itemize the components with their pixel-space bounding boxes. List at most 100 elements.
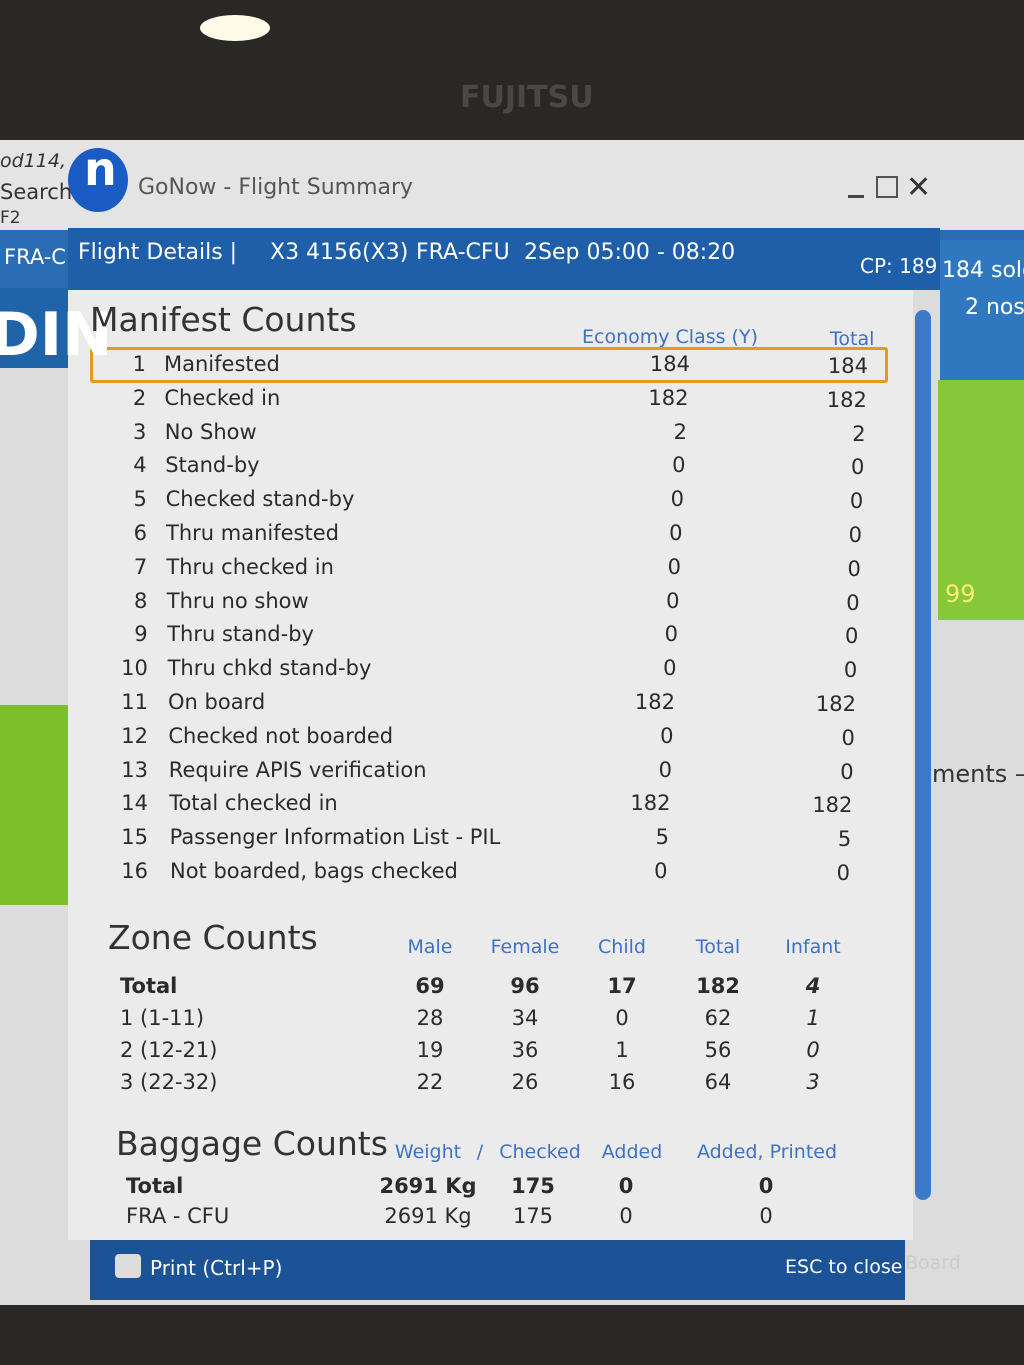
background-text: F2 <box>0 208 21 228</box>
flight-info: FRA-CFU <box>416 240 510 265</box>
economy-count: 0 <box>660 723 674 748</box>
column-header: Added, Printed <box>696 1141 838 1163</box>
flight-info: 2Sep 05:00 - 08:20 <box>524 240 736 265</box>
app-logo-letter: n <box>84 142 117 196</box>
economy-count: 0 <box>664 622 678 647</box>
row-label: Thru chkd stand-by <box>167 656 372 681</box>
economy-count: 0 <box>667 554 681 579</box>
cp-count: CP: 189 <box>860 254 938 278</box>
total-count: 182 <box>812 793 853 818</box>
zone-count: 16 <box>608 1070 636 1094</box>
row-number: 2 <box>132 385 147 410</box>
zone-label: 1 (1-11) <box>120 1006 205 1030</box>
economy-count: 0 <box>654 859 668 883</box>
row-number: 13 <box>121 757 148 782</box>
background-text: Search <box>0 180 73 204</box>
total-count: 0 <box>843 658 858 683</box>
column-header: Total <box>695 936 741 958</box>
total-count: 0 <box>848 523 862 547</box>
economy-count: 0 <box>663 656 677 681</box>
row-label: Stand-by <box>165 453 260 478</box>
economy-count: 0 <box>666 588 680 613</box>
column-header: Checked <box>499 1141 581 1163</box>
baggage-label: FRA - CFU <box>126 1204 230 1228</box>
ceiling-light <box>200 15 270 41</box>
column-header: Female <box>490 936 560 958</box>
zone-count: 56 <box>704 1038 732 1062</box>
background-green <box>0 705 75 905</box>
zone-count: 0 <box>615 1006 629 1030</box>
total-count: 5 <box>837 827 852 852</box>
row-label: Thru stand-by <box>167 622 314 647</box>
economy-count: 2 <box>673 419 687 444</box>
economy-count: 182 <box>634 690 675 714</box>
column-header: Total <box>830 328 875 350</box>
row-label: Passenger Information List - PIL <box>169 825 501 850</box>
row-number: 6 <box>133 521 147 545</box>
baggage-count: 0 <box>759 1204 773 1228</box>
flight-info: X3 4156(X3) <box>270 240 409 265</box>
row-number: 8 <box>134 588 148 613</box>
zone-count: 182 <box>696 974 740 998</box>
background-right-green <box>938 380 1024 620</box>
row-number: 5 <box>133 487 147 512</box>
background-text: FRA-C <box>4 245 66 269</box>
background-text: 184 sold <box>942 258 1024 283</box>
column-header: Economy Class (Y) <box>582 326 758 348</box>
zone-count: 1 <box>806 1006 820 1030</box>
row-label: Checked not boarded <box>168 723 394 748</box>
economy-count: 182 <box>630 791 671 816</box>
background-text: 99 <box>945 580 976 608</box>
minimize-button[interactable] <box>848 195 864 198</box>
zone-count: 34 <box>511 1006 539 1030</box>
row-label: Total checked in <box>169 791 338 816</box>
baggage-count: 0 <box>758 1174 774 1198</box>
zone-count: 62 <box>704 1006 732 1030</box>
zone-count: 28 <box>416 1006 444 1030</box>
total-count: 0 <box>851 455 865 480</box>
baggage-count: 2691 Kg <box>384 1204 472 1228</box>
total-count: 182 <box>826 387 867 412</box>
maximize-button[interactable] <box>876 176 898 198</box>
total-count: 0 <box>849 489 864 514</box>
row-label: Manifested <box>164 352 280 376</box>
zone-count: 17 <box>607 974 637 998</box>
section-title: Zone Counts <box>108 918 318 957</box>
zone-count: 64 <box>704 1070 732 1094</box>
section-title: Baggage Counts <box>116 1124 388 1163</box>
zone-count: 22 <box>416 1070 444 1094</box>
economy-count: 0 <box>658 757 672 782</box>
baggage-label: Total <box>126 1174 184 1198</box>
total-count: 0 <box>836 861 850 885</box>
dialog-panel <box>68 290 913 1240</box>
footer-bar <box>90 1238 905 1300</box>
baggage-count: 175 <box>511 1174 555 1198</box>
row-label: On board <box>168 690 266 714</box>
row-label: Checked stand-by <box>165 487 355 512</box>
row-label: Thru manifested <box>166 521 339 545</box>
total-count: 2 <box>852 421 866 446</box>
row-number: 1 <box>132 352 146 376</box>
window-titlebar <box>0 140 1024 230</box>
close-hint[interactable]: ESC to close <box>785 1256 903 1278</box>
row-number: 7 <box>133 554 148 579</box>
row-label: Thru checked in <box>166 554 334 579</box>
total-count: 0 <box>841 725 855 750</box>
background-right-blue <box>940 240 1024 380</box>
baggage-count: 0 <box>618 1174 634 1198</box>
row-number: 11 <box>121 690 148 714</box>
zone-count: 19 <box>416 1038 444 1062</box>
row-highlight <box>90 347 888 383</box>
background-text: Board <box>905 1252 961 1274</box>
zone-count: 1 <box>615 1038 629 1062</box>
row-number: 15 <box>121 825 148 850</box>
column-header: Male <box>407 936 453 958</box>
row-number: 12 <box>121 723 148 748</box>
close-button[interactable]: ✕ <box>906 170 932 205</box>
background-text: DIN <box>0 300 113 370</box>
print-button[interactable]: Print (Ctrl+P) <box>150 1256 283 1280</box>
zone-count: 0 <box>806 1038 820 1062</box>
scrollbar[interactable] <box>915 310 931 1200</box>
column-header: / <box>476 1141 484 1163</box>
